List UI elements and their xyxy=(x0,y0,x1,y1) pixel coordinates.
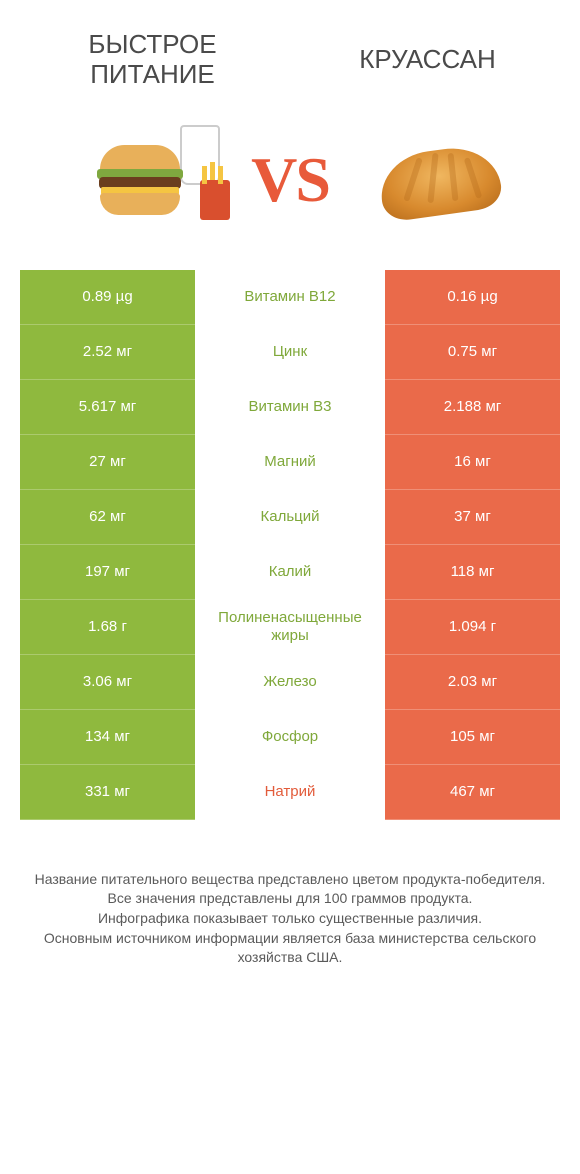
table-row: 134 мгФосфор105 мг xyxy=(20,710,560,765)
nutrient-name-cell: Кальций xyxy=(195,490,385,545)
right-value-cell: 2.03 мг xyxy=(385,655,560,710)
right-value-cell: 1.094 г xyxy=(385,600,560,655)
left-value-cell: 331 мг xyxy=(20,765,195,820)
product-images-row: VS xyxy=(0,100,580,270)
table-row: 2.52 мгЦинк0.75 мг xyxy=(20,325,560,380)
left-value-cell: 197 мг xyxy=(20,545,195,600)
left-value-cell: 62 мг xyxy=(20,490,195,545)
right-value-cell: 0.75 мг xyxy=(385,325,560,380)
table-row: 62 мгКальций37 мг xyxy=(20,490,560,545)
left-product-title: БЫСТРОЕ ПИТАНИЕ xyxy=(40,30,265,90)
table-row: 197 мгКалий118 мг xyxy=(20,545,560,600)
nutrient-name-cell: Витамин B12 xyxy=(195,270,385,325)
right-value-cell: 37 мг xyxy=(385,490,560,545)
left-value-cell: 27 мг xyxy=(20,435,195,490)
right-value-cell: 105 мг xyxy=(385,710,560,765)
fast-food-image xyxy=(40,115,240,245)
right-value-cell: 16 мг xyxy=(385,435,560,490)
left-value-cell: 0.89 µg xyxy=(20,270,195,325)
croissant-image xyxy=(340,115,540,245)
left-value-cell: 2.52 мг xyxy=(20,325,195,380)
nutrient-name-cell: Фосфор xyxy=(195,710,385,765)
table-row: 0.89 µgВитамин B120.16 µg xyxy=(20,270,560,325)
table-row: 5.617 мгВитамин B32.188 мг xyxy=(20,380,560,435)
comparison-table: 0.89 µgВитамин B120.16 µg2.52 мгЦинк0.75… xyxy=(20,270,560,820)
right-product-title: КРУАССАН xyxy=(315,45,540,75)
left-value-cell: 1.68 г xyxy=(20,600,195,655)
nutrient-name-cell: Витамин B3 xyxy=(195,380,385,435)
table-row: 3.06 мгЖелезо2.03 мг xyxy=(20,655,560,710)
footnote: Название питательного вещества представл… xyxy=(0,820,580,968)
nutrient-name-cell: Полиненасыщенные жиры xyxy=(195,600,385,655)
header: БЫСТРОЕ ПИТАНИЕ КРУАССАН xyxy=(0,0,580,100)
footnote-line: Инфографика показывает только существенн… xyxy=(30,909,550,929)
table-row: 331 мгНатрий467 мг xyxy=(20,765,560,820)
right-value-cell: 118 мг xyxy=(385,545,560,600)
right-value-cell: 2.188 мг xyxy=(385,380,560,435)
nutrient-name-cell: Натрий xyxy=(195,765,385,820)
left-value-cell: 3.06 мг xyxy=(20,655,195,710)
nutrient-name-cell: Калий xyxy=(195,545,385,600)
left-value-cell: 134 мг xyxy=(20,710,195,765)
left-value-cell: 5.617 мг xyxy=(20,380,195,435)
table-row: 27 мгМагний16 мг xyxy=(20,435,560,490)
nutrient-name-cell: Магний xyxy=(195,435,385,490)
vs-label: VS xyxy=(251,143,329,217)
footnote-line: Все значения представлены для 100 граммо… xyxy=(30,889,550,909)
right-value-cell: 467 мг xyxy=(385,765,560,820)
footnote-line: Название питательного вещества представл… xyxy=(30,870,550,890)
footnote-line: Основным источником информации является … xyxy=(30,929,550,968)
table-row: 1.68 гПолиненасыщенные жиры1.094 г xyxy=(20,600,560,655)
nutrient-name-cell: Железо xyxy=(195,655,385,710)
right-value-cell: 0.16 µg xyxy=(385,270,560,325)
nutrient-name-cell: Цинк xyxy=(195,325,385,380)
